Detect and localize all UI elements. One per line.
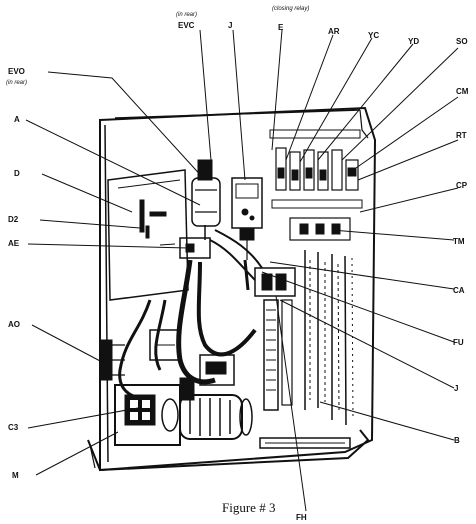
label-e-note: (closing relay) <box>272 6 309 12</box>
leader-cm <box>355 96 459 169</box>
label-c3: C3 <box>8 423 19 432</box>
label-ae: AE <box>8 239 20 248</box>
label-d: D <box>14 169 20 178</box>
leader-ar <box>285 34 334 161</box>
label-e: E <box>278 23 284 32</box>
label-evc-note: (in rear) <box>176 12 197 18</box>
leader-yd <box>317 43 414 161</box>
label-ca: CA <box>453 286 465 295</box>
motor-assembly <box>114 354 253 446</box>
label-j-right: J <box>454 384 458 393</box>
label-m: M <box>12 471 19 480</box>
label-yc: YC <box>368 31 379 40</box>
label-evo: EVO <box>8 67 25 76</box>
leader-ao <box>31 324 103 363</box>
label-rt: RT <box>456 131 467 140</box>
relay-bank <box>269 129 361 191</box>
wiring-harness <box>118 229 263 400</box>
leader-j-top <box>232 29 246 181</box>
leader-c3 <box>27 407 139 429</box>
leader-cp <box>359 187 459 213</box>
label-fu: FU <box>453 338 464 347</box>
label-evo-note: (in rear) <box>6 80 27 86</box>
leader-d2 <box>39 219 141 229</box>
label-ao: AO <box>8 320 20 329</box>
leader-lines <box>25 29 459 512</box>
label-d2: D2 <box>8 215 19 224</box>
leader-d <box>41 173 133 213</box>
left-terminal-panel <box>107 169 189 301</box>
leader-rt <box>357 139 459 181</box>
leader-a <box>25 119 201 206</box>
leader-ae <box>27 243 189 249</box>
label-ar: AR <box>328 27 340 36</box>
leader-m <box>35 431 119 476</box>
label-cp: CP <box>456 181 468 190</box>
ao-terminal-block <box>99 329 181 381</box>
leader-evo <box>47 71 206 181</box>
label-tm: TM <box>453 237 465 246</box>
label-b: B <box>454 436 460 445</box>
label-j-top: J <box>228 21 232 30</box>
label-cm: CM <box>456 87 469 96</box>
leader-b <box>319 401 455 441</box>
leader-fu <box>261 271 455 343</box>
terminal-rails <box>271 199 363 426</box>
control-module-j <box>231 177 263 260</box>
leader-fh <box>275 295 307 512</box>
label-evc: EVC <box>178 21 195 30</box>
leader-ca <box>269 261 455 290</box>
figure-caption: Figure # 3 <box>222 500 275 515</box>
leader-j-right <box>279 299 455 389</box>
leader-tm <box>331 229 455 241</box>
label-so: SO <box>456 37 468 46</box>
cabinet-frame <box>87 106 377 472</box>
leader-evc <box>199 29 213 173</box>
fuse-holder-area <box>254 267 296 411</box>
leader-so <box>341 47 459 161</box>
label-yd: YD <box>408 37 419 46</box>
callout-labels: EVO (in rear) (in rear) EVC J (closing r… <box>6 6 469 522</box>
leader-e <box>271 29 283 151</box>
label-fh: FH <box>296 513 307 522</box>
leader-yc <box>299 37 373 163</box>
label-a: A <box>14 115 20 124</box>
